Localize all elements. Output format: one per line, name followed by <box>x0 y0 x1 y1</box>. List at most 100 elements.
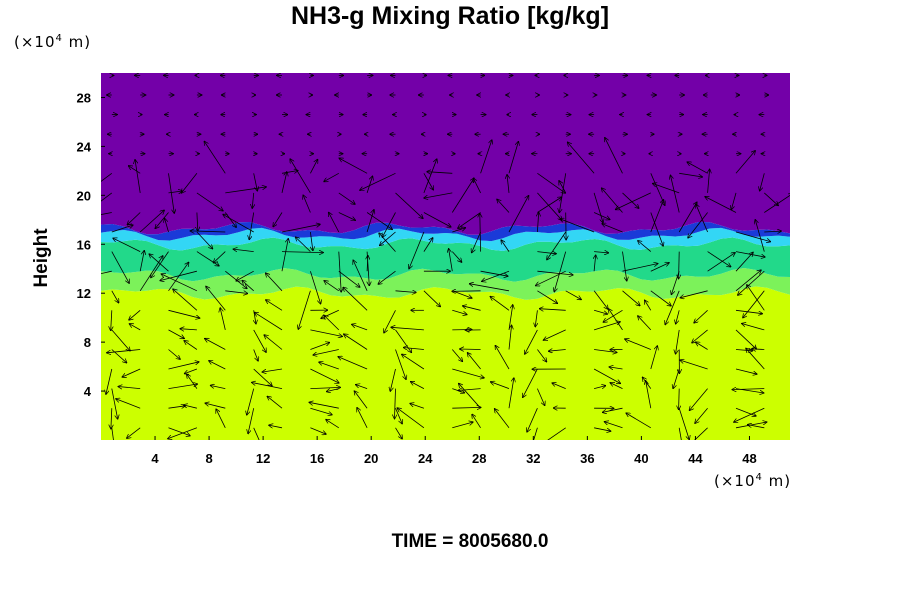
wind-vector <box>622 264 659 272</box>
wind-vector <box>501 240 510 252</box>
wind-vector <box>181 173 198 193</box>
wind-vector <box>622 290 641 306</box>
wind-vector <box>537 349 546 362</box>
wind-vector <box>747 285 765 311</box>
wind-vector <box>402 354 425 370</box>
wind-vector <box>680 360 708 370</box>
time-label: TIME = 8005680.0 <box>391 531 549 552</box>
wind-vector <box>552 383 566 389</box>
wind-vector <box>196 231 213 249</box>
wind-vector <box>111 251 130 284</box>
wind-vector <box>687 162 708 174</box>
wind-vector <box>559 173 567 213</box>
wind-vector <box>472 231 481 253</box>
wind-vector <box>184 368 198 374</box>
wind-vector <box>665 290 680 325</box>
wind-vector <box>326 388 339 392</box>
wind-vector <box>205 403 226 409</box>
wind-vector <box>622 251 627 282</box>
wind-vector <box>508 325 512 350</box>
wind-vector <box>339 158 368 174</box>
wind-vector <box>409 231 425 269</box>
wind-vector <box>539 309 566 311</box>
wind-vector <box>253 173 258 191</box>
x-tick-label: 44 <box>688 451 703 466</box>
wind-vector <box>764 192 778 206</box>
wind-vector <box>127 212 141 226</box>
wind-vector <box>168 173 175 213</box>
layer-lower <box>101 286 790 440</box>
wind-vector <box>735 368 757 374</box>
wind-vector <box>209 361 226 370</box>
wind-vector <box>525 329 538 354</box>
wind-vector <box>605 137 623 174</box>
x-axis-unit: (×104 m) <box>714 472 791 490</box>
wind-vector-field <box>101 75 790 440</box>
wind-vector <box>324 172 339 181</box>
wind-vector <box>494 409 510 429</box>
wind-vector <box>452 407 481 408</box>
wind-vector <box>310 342 329 350</box>
wind-vector <box>111 427 114 440</box>
wind-vector <box>410 382 425 389</box>
wind-vector <box>168 427 191 436</box>
wind-vector <box>254 310 256 324</box>
wind-vector <box>594 255 596 272</box>
wind-vector <box>735 270 761 292</box>
wind-vector <box>638 316 652 331</box>
wind-vector <box>424 192 453 198</box>
wind-vector <box>638 241 652 252</box>
wind-vector <box>310 427 326 435</box>
wind-vector <box>267 396 283 409</box>
x-tick-label: 16 <box>310 451 324 466</box>
wind-vector <box>266 300 283 311</box>
wind-vector <box>116 399 141 409</box>
wind-vector <box>593 309 608 314</box>
wind-vector <box>168 384 198 389</box>
wind-vector <box>537 290 557 304</box>
wind-vector <box>692 329 708 343</box>
layer-upper <box>101 73 790 235</box>
wind-vector <box>537 252 556 254</box>
wind-vector <box>734 407 765 422</box>
wind-vector <box>615 192 651 210</box>
wind-vector <box>452 309 467 314</box>
wind-vector <box>338 192 355 204</box>
wind-vector <box>423 290 441 307</box>
wind-vector <box>482 270 510 281</box>
y-tick-label: 24 <box>77 139 92 154</box>
wind-vector <box>678 202 697 233</box>
wind-vector <box>747 425 765 429</box>
wind-vector <box>101 172 113 182</box>
wind-vector <box>735 329 757 349</box>
wind-vector <box>395 427 403 439</box>
wind-vector <box>688 212 708 239</box>
y-unit-exponent: 4 <box>55 33 63 44</box>
wind-vector <box>111 310 112 330</box>
wind-vector <box>735 252 753 272</box>
wind-vector <box>281 171 298 174</box>
wind-vector <box>567 142 595 174</box>
wind-vector <box>642 377 652 389</box>
wind-vector <box>384 310 396 333</box>
wind-vector <box>679 251 680 279</box>
wind-vector <box>310 368 339 383</box>
wind-vector <box>495 345 510 370</box>
wind-vector <box>213 251 226 263</box>
wind-vector <box>281 238 288 272</box>
wind-vector <box>537 388 544 406</box>
wind-vector <box>187 374 198 389</box>
wind-vector <box>390 368 396 391</box>
wind-vector <box>357 408 368 428</box>
wind-vector <box>604 422 623 429</box>
wind-vector <box>101 212 112 216</box>
y-tick-label: 20 <box>77 188 91 203</box>
layer-cyan <box>101 227 790 251</box>
wind-vector <box>262 368 283 372</box>
wind-vector <box>676 310 680 324</box>
wind-vector <box>427 172 453 174</box>
wind-vector <box>224 212 236 228</box>
wind-vector <box>594 252 609 253</box>
wind-vector <box>593 290 608 310</box>
wind-vector <box>111 329 130 351</box>
